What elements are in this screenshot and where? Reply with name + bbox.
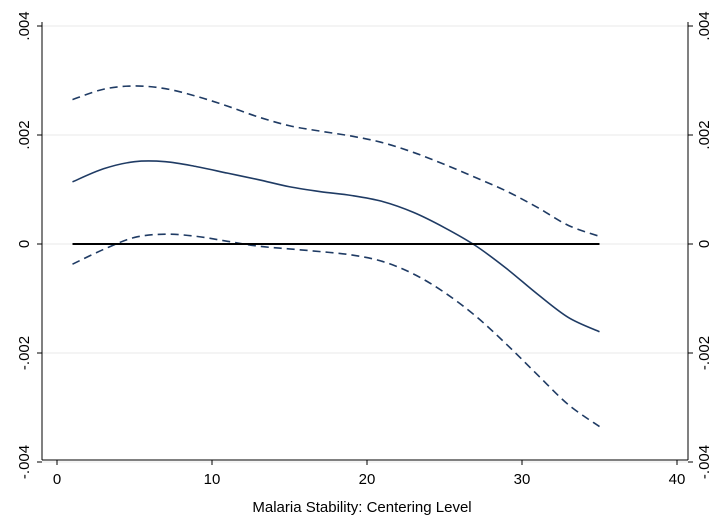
y-tick-label-right: .004	[696, 11, 713, 40]
series-line-estimate	[72, 160, 600, 333]
y-tick-label-right: -.002	[696, 336, 713, 370]
y-tick-label-right: 0	[696, 240, 713, 248]
series-line-upper-bound	[72, 85, 600, 238]
x-tick-label: 30	[514, 471, 531, 488]
x-tick-label: 20	[359, 471, 376, 488]
x-tick-label: 10	[204, 471, 221, 488]
x-tick-label: 0	[53, 471, 61, 488]
y-tick-label-left: .004	[16, 11, 33, 40]
x-axis-title: Malaria Stability: Centering Level	[252, 499, 471, 516]
series-group	[72, 85, 600, 428]
y-tick-label-right: -.004	[696, 445, 713, 479]
y-tick-label-left: 0	[16, 240, 33, 248]
axes	[37, 22, 693, 465]
x-tick-label: 40	[669, 471, 686, 488]
series-line-lower-bound	[72, 233, 600, 428]
tick-labels: -.004 -.004 -.002 -.002 0 0 .002 .002 .004 .004 0 1…	[16, 11, 713, 488]
y-tick-label-left: -.002	[16, 336, 33, 370]
y-tick-label-right: .002	[696, 120, 713, 149]
y-tick-label-left: .002	[16, 120, 33, 149]
y-tick-label-left: -.004	[16, 445, 33, 479]
